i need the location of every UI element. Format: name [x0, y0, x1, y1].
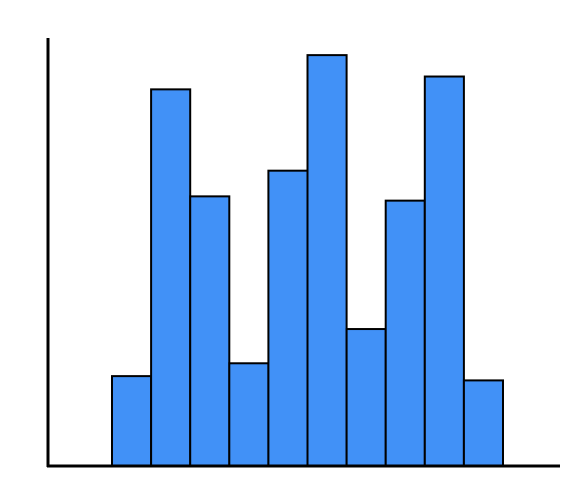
bar	[345, 328, 387, 468]
bar	[150, 88, 192, 468]
bar	[189, 195, 231, 468]
bar	[267, 169, 309, 467]
bar	[384, 199, 426, 467]
bar	[228, 362, 270, 467]
bar	[306, 54, 348, 468]
bar	[462, 379, 504, 467]
bar	[423, 75, 465, 468]
bars	[111, 54, 504, 468]
bar	[111, 375, 153, 467]
